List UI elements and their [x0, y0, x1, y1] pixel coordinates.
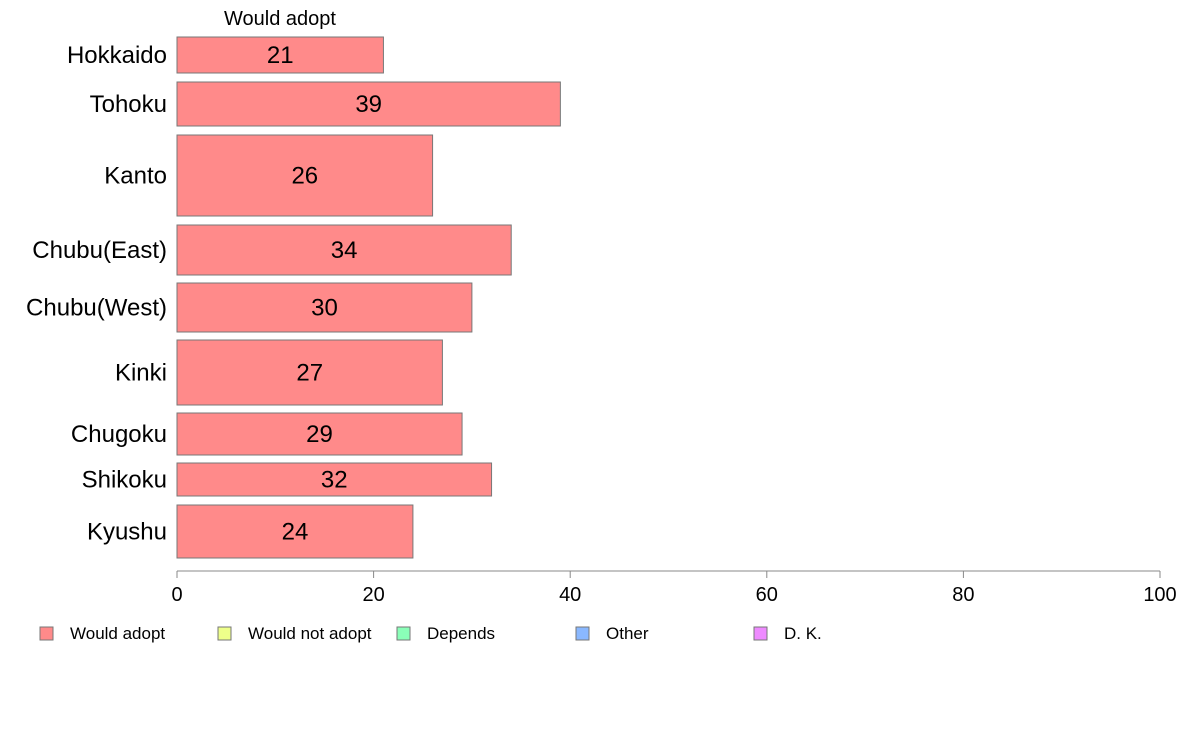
category-label: Chugoku — [71, 421, 167, 448]
x-tick-label: 20 — [362, 584, 384, 606]
bar — [176, 339, 443, 406]
bar-value-label: 27 — [296, 360, 323, 387]
category-label: Hokkaido — [67, 42, 167, 69]
category-label: Chubu(West) — [26, 295, 167, 322]
x-tick-label: 80 — [952, 584, 974, 606]
bar-value-label: 39 — [355, 91, 382, 118]
legend-label: Would not adopt — [248, 624, 372, 643]
bar-value-label: 24 — [282, 519, 309, 546]
category-label: Shikoku — [82, 467, 167, 494]
bar-value-label: 21 — [267, 42, 294, 69]
category-label: Kinki — [115, 360, 167, 387]
bar — [176, 504, 414, 559]
x-tick-label: 100 — [1143, 584, 1176, 606]
legend-swatch — [753, 626, 768, 641]
x-tick-label: 0 — [171, 584, 182, 606]
bar — [176, 462, 493, 497]
bar — [176, 224, 512, 276]
bar — [176, 81, 561, 127]
legend-label: Would adopt — [70, 624, 165, 643]
x-tick-label: 60 — [756, 584, 778, 606]
category-label: Tohoku — [90, 91, 167, 118]
bar — [176, 36, 384, 74]
bar — [176, 412, 463, 456]
legend-label: D. K. — [784, 624, 822, 643]
legend-label: Other — [606, 624, 649, 643]
legend-swatch — [39, 626, 54, 641]
x-tick-label: 40 — [559, 584, 581, 606]
bar — [176, 282, 473, 333]
legend-swatch — [575, 626, 590, 641]
legend-swatch — [217, 626, 232, 641]
bar-value-label: 32 — [321, 467, 348, 494]
bar-value-label: 29 — [306, 421, 333, 448]
category-label: Kanto — [104, 163, 167, 190]
legend-label: Depends — [427, 624, 495, 643]
bar-value-label: 34 — [331, 237, 358, 264]
x-axis: 0 20 40 60 80 100 — [171, 570, 1177, 606]
bars-group: Hokkaido 21 Tohoku 39 Kanto 26 Chubu(East) 34 Ch… — [26, 36, 561, 559]
category-label: Kyushu — [87, 519, 167, 546]
category-label: Chubu(East) — [32, 237, 167, 264]
bar — [176, 134, 434, 217]
legend: Would adopt Would not adopt Depends Other D.… — [39, 624, 822, 643]
series-header: Would adopt — [224, 8, 336, 30]
bar-value-label: 26 — [291, 163, 318, 190]
bar-value-label: 30 — [311, 295, 338, 322]
legend-swatch — [396, 626, 411, 641]
